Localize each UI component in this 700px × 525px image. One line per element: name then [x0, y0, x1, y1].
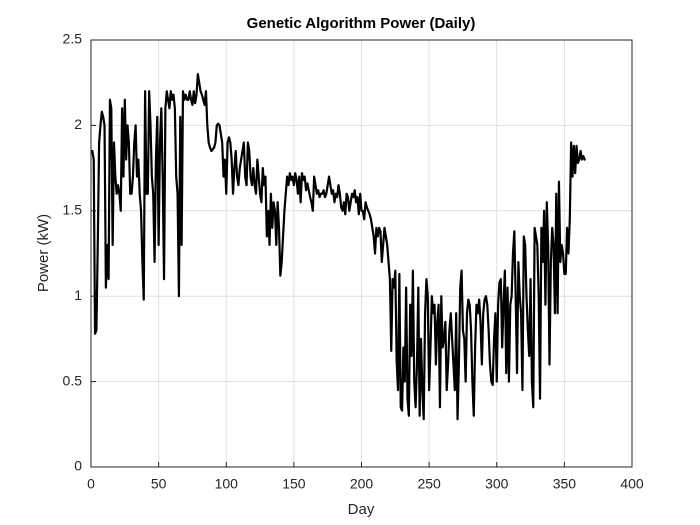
x-tick-label: 50 [151, 476, 167, 492]
data-layer [91, 73, 586, 421]
x-tick-label: 350 [553, 476, 577, 492]
y-tick-label: 1.5 [63, 202, 83, 218]
y-tick-label: 0.5 [63, 372, 83, 388]
x-tick-label: 0 [87, 476, 95, 492]
x-axis-label: Day [348, 501, 375, 518]
x-tick-label: 250 [417, 476, 441, 492]
y-tick-label: 2 [74, 116, 82, 132]
y-tick-label: 0 [74, 458, 82, 474]
y-tick-label: 2.5 [63, 31, 83, 47]
ticks: 0 50 100 150 200 250 300 350 400 0 0.5 1 1.5 2 2.5 [63, 31, 644, 492]
chart-title: Genetic Algorithm Power (Daily) [247, 15, 476, 32]
y-tick-label: 1 [74, 287, 82, 303]
x-tick-label: 400 [620, 476, 644, 492]
x-tick-label: 300 [485, 476, 509, 492]
data-line [91, 73, 586, 421]
x-tick-label: 150 [282, 476, 306, 492]
x-tick-label: 100 [215, 476, 239, 492]
y-axis-label: Power (kW) [35, 214, 52, 292]
x-tick-label: 200 [350, 476, 374, 492]
